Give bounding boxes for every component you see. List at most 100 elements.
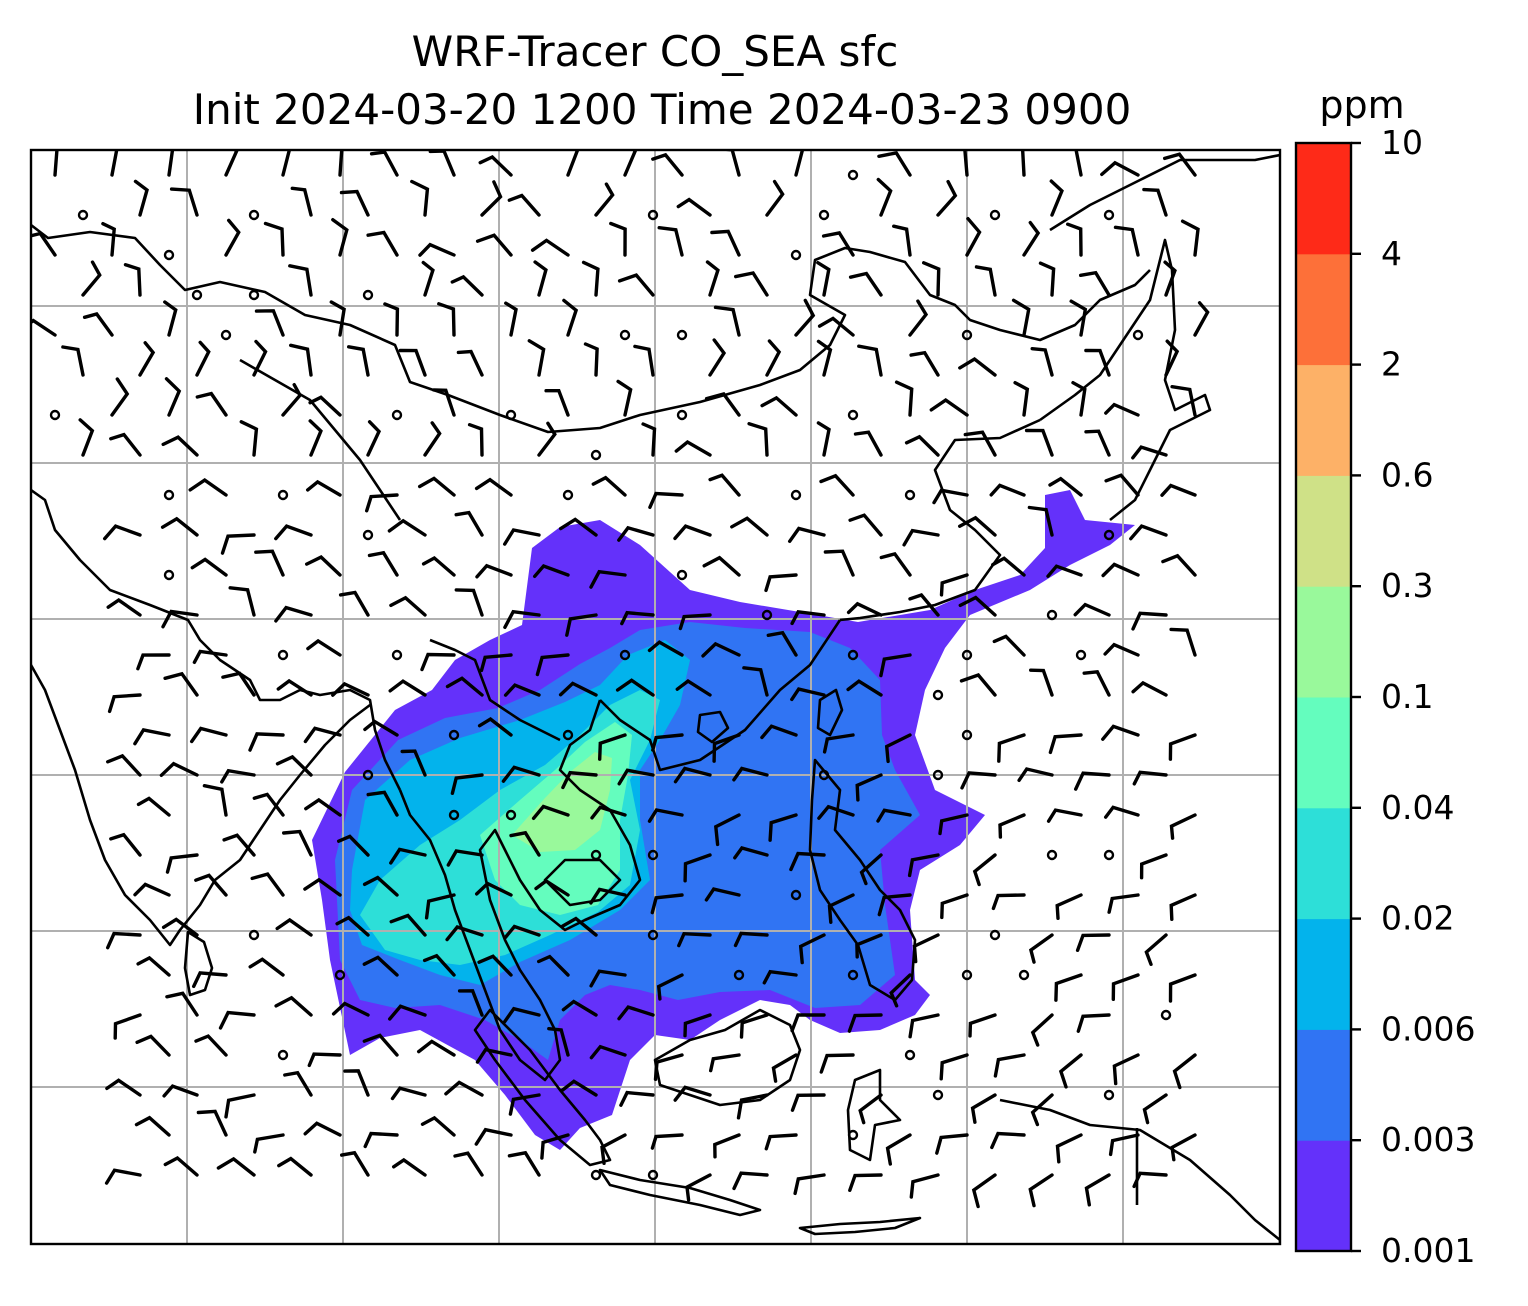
wind-barb (705, 260, 720, 297)
colorbar-tick-label: 10 (1381, 123, 1423, 162)
wind-barb (160, 516, 199, 537)
calm-wind-marker (248, 289, 260, 301)
wind-barb (1054, 973, 1083, 1002)
wind-barb (420, 652, 456, 672)
wind-barb (418, 242, 456, 257)
wind-barb (732, 766, 769, 782)
wind-barb (1013, 381, 1030, 417)
wind-barb (885, 1133, 912, 1166)
north-border (31, 223, 1151, 434)
wind-barb (736, 1093, 769, 1120)
wind-barb (600, 1133, 627, 1165)
calm-wind-marker (790, 489, 802, 501)
wind-barb (540, 1133, 570, 1160)
wind-barb (935, 1133, 969, 1155)
wind-barb (248, 732, 285, 752)
wind-barb (475, 881, 513, 897)
wind-barb (503, 609, 541, 629)
wind-barb (1180, 219, 1200, 257)
wind-barb (993, 1053, 1026, 1078)
colorbar-ticks: 0.001 0.003 0.006 0.02 0.04 0.1 0.3 0.6 2 4 10 (1351, 123, 1475, 1270)
wind-barb (972, 853, 997, 887)
wind-barb (877, 893, 912, 917)
wind-barb (274, 524, 313, 541)
wind-barb (816, 339, 833, 377)
wind-barb (641, 422, 657, 457)
wind-barb (159, 761, 199, 777)
wind-barb (1172, 1053, 1197, 1090)
calm-wind-marker (733, 969, 745, 981)
wind-barb (366, 790, 399, 817)
wind-barb (194, 1034, 228, 1057)
wind-barb (1160, 483, 1197, 497)
wind-barb (794, 298, 816, 337)
wind-barb (857, 344, 883, 377)
wind-barb (263, 221, 285, 257)
wind-barb (533, 260, 548, 297)
wind-barb (218, 1010, 256, 1030)
indochina-coast (398, 699, 642, 1082)
calm-wind-marker (904, 489, 916, 501)
wind-barb (827, 893, 855, 924)
wind-barb (1104, 805, 1140, 819)
wind-barb (1084, 429, 1111, 457)
wind-barb (733, 846, 769, 860)
calm-wind-marker (619, 649, 631, 661)
wind-barb (138, 341, 156, 377)
wind-barb (617, 768, 655, 786)
wind-barb (633, 344, 655, 377)
inner-border-3 (239, 358, 402, 521)
wind-barb (816, 261, 831, 297)
wind-barb (590, 805, 627, 820)
wind-barb (478, 154, 513, 177)
wind-barb (82, 312, 114, 337)
wind-barb (389, 595, 427, 617)
wind-barb (432, 388, 456, 417)
northeast-coast (1049, 153, 1280, 232)
wind-barb (508, 1093, 541, 1116)
wind-barb (195, 391, 228, 417)
wind-barb (134, 1115, 171, 1137)
wind-barb (676, 197, 712, 217)
wind-barb (306, 638, 342, 657)
wind-barb (619, 1090, 655, 1107)
wind-barb (884, 733, 912, 764)
calm-wind-marker (448, 729, 460, 741)
calm-wind-marker (818, 209, 830, 221)
wind-barb (1046, 808, 1083, 823)
calm-wind-marker (1018, 969, 1030, 981)
wind-barb (424, 893, 456, 920)
wind-barb (509, 830, 541, 857)
wind-barb (161, 435, 199, 457)
wind-barb (1104, 402, 1140, 417)
wind-barb (398, 348, 427, 377)
wind-barb (991, 893, 1026, 911)
wind-barb (730, 516, 769, 537)
wind-barb (252, 339, 268, 377)
wind-barb (708, 473, 741, 497)
wind-barb (846, 601, 883, 617)
wind-barb (1017, 767, 1054, 782)
wind-barb (1111, 973, 1140, 1001)
wind-barb (475, 233, 513, 257)
hainan (696, 710, 730, 744)
wind-barb (339, 189, 370, 217)
wind-barb (135, 1034, 171, 1057)
wind-barb (1169, 627, 1197, 657)
wind-barb (859, 853, 883, 886)
colorbar-frame (1294, 141, 1353, 1253)
wind-barb (107, 693, 142, 714)
wind-barb (1131, 445, 1168, 460)
calm-wind-marker (818, 769, 830, 781)
wind-barb (106, 931, 142, 950)
wind-barb (503, 924, 541, 940)
calm-wind-marker (277, 1049, 289, 1061)
wind-barb (162, 1084, 199, 1098)
colorbar-band (1296, 143, 1351, 255)
wind-barb (908, 299, 929, 337)
colorbar: ppm 0.001 0.003 0.006 0.02 0.04 0.1 0.3 0.6 2 4 10 (1294, 83, 1475, 1270)
wind-barb (113, 1013, 142, 1040)
wind-barb (1144, 933, 1168, 966)
wind-barb (902, 528, 940, 547)
java (598, 1168, 762, 1217)
